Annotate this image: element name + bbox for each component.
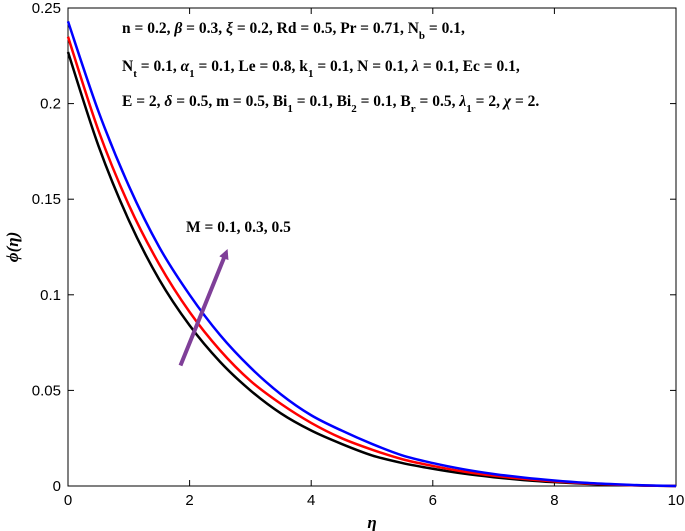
y-tick-label: 0.15 [32,191,61,208]
x-tick-label: 6 [429,492,437,509]
y-tick-label: 0.1 [40,287,61,304]
y-tick-label: 0.2 [40,96,61,113]
m-annotation: M = 0.1, 0.3, 0.5 [186,219,291,236]
parameter-line-1: n = 0.2, β = 0.3, ξ = 0.2, Rd = 0.5, Pr … [122,20,465,42]
y-tick-label: 0.25 [32,0,61,17]
series-layer [66,20,677,488]
m-arrow [178,249,229,367]
y-tick-label: 0.05 [32,382,61,399]
x-axis-label: η [367,513,376,531]
x-tick-label: 0 [64,492,72,509]
plot-frame [67,7,677,487]
annotation-layer: M = 0.1, 0.3, 0.5 [178,219,291,367]
parameter-block: n = 0.2, β = 0.3, ξ = 0.2, Rd = 0.5, Pr … [122,20,539,115]
x-tick-label: 2 [185,492,193,509]
parameter-line-3: E = 2, δ = 0.5, m = 0.5, Bi1 = 0.1, Bi2 … [122,93,539,115]
series-line-3 [66,20,677,488]
x-tick-label: 4 [307,492,315,509]
parameter-line-2: Nt = 0.1, α1 = 0.1, Le = 0.8, k1 = 0.1, … [122,58,520,80]
x-tick-label: 10 [668,492,685,509]
y-axis-label: ϕ(η) [3,232,22,263]
y-tick-label: 0 [53,478,61,495]
series-line-1 [66,51,677,488]
x-tick-label: 8 [550,492,558,509]
ticks-layer: 0 2 4 6 8 10 0 0.05 0.1 0.15 0.2 0.25 [32,0,685,509]
